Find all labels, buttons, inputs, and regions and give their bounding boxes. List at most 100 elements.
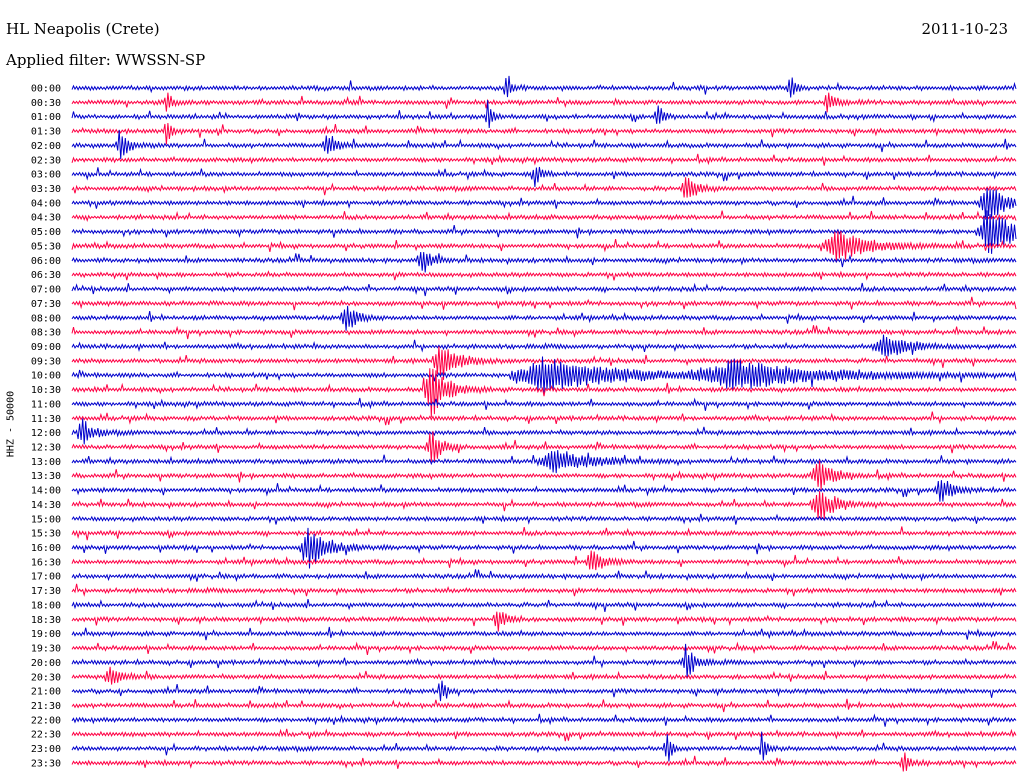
trace-line bbox=[71, 583, 1017, 597]
trace-line bbox=[71, 643, 1017, 678]
trace-line bbox=[71, 666, 1017, 685]
tick-label: 00:30 bbox=[31, 98, 61, 109]
trace-line bbox=[71, 713, 1017, 727]
trace-line bbox=[71, 626, 1017, 641]
trace-line bbox=[71, 598, 1017, 612]
tick-label: 10:00 bbox=[31, 371, 61, 382]
tick-label: 02:00 bbox=[31, 141, 61, 152]
trace-line bbox=[71, 731, 1017, 762]
tick-label: 17:00 bbox=[31, 572, 61, 583]
tick-label: 20:30 bbox=[31, 672, 61, 683]
tick-label: 21:30 bbox=[31, 701, 61, 712]
tick-label: 18:00 bbox=[31, 600, 61, 611]
tick-label: 20:00 bbox=[31, 658, 61, 669]
tick-label: 09:30 bbox=[31, 356, 61, 367]
trace-line bbox=[71, 122, 1017, 145]
tick-label: 05:00 bbox=[31, 227, 61, 238]
trace-line bbox=[71, 210, 1017, 222]
tick-label: 22:30 bbox=[31, 730, 61, 741]
tick-label: 16:30 bbox=[31, 557, 61, 568]
trace-line bbox=[71, 334, 1017, 357]
tick-label: 09:00 bbox=[31, 342, 61, 353]
tick-label: 19:00 bbox=[31, 629, 61, 640]
trace-line bbox=[71, 569, 1017, 583]
tick-label: 15:00 bbox=[31, 514, 61, 525]
tick-label: 13:00 bbox=[31, 457, 61, 468]
tick-label: 08:30 bbox=[31, 328, 61, 339]
trace-line bbox=[71, 460, 1017, 490]
tick-label: 02:30 bbox=[31, 155, 61, 166]
trace-line bbox=[71, 270, 1017, 281]
date-label: 2011-10-23 bbox=[921, 20, 1008, 38]
tick-label: 04:00 bbox=[31, 198, 61, 209]
trace-line bbox=[71, 99, 1017, 129]
trace-line bbox=[71, 187, 1017, 220]
trace-line bbox=[71, 480, 1017, 502]
tick-label: 11:30 bbox=[31, 414, 61, 425]
trace-line bbox=[71, 611, 1017, 632]
trace-line bbox=[71, 640, 1017, 655]
tick-label: 01:00 bbox=[31, 112, 61, 123]
tick-label: 23:30 bbox=[31, 758, 61, 769]
tick-label: 13:30 bbox=[31, 471, 61, 482]
trace-line bbox=[71, 450, 1017, 474]
trace-line bbox=[71, 129, 1017, 160]
tick-label: 17:30 bbox=[31, 586, 61, 597]
trace-line bbox=[71, 166, 1017, 187]
tick-label: 12:30 bbox=[31, 443, 61, 454]
trace-line bbox=[71, 368, 1017, 418]
trace-line bbox=[71, 296, 1017, 311]
tick-label: 14:30 bbox=[31, 500, 61, 511]
tick-label: 06:00 bbox=[31, 256, 61, 267]
trace-line bbox=[71, 305, 1017, 331]
trace-line bbox=[71, 550, 1017, 571]
trace-line bbox=[71, 491, 1017, 520]
tick-label: 21:00 bbox=[31, 687, 61, 698]
tick-label: 07:30 bbox=[31, 299, 61, 310]
tick-label: 15:30 bbox=[31, 529, 61, 540]
tick-label: 07:00 bbox=[31, 285, 61, 296]
trace-line bbox=[71, 282, 1017, 297]
tick-label: 22:00 bbox=[31, 715, 61, 726]
tick-label: 14:00 bbox=[31, 486, 61, 497]
tick-label: 00:00 bbox=[31, 84, 61, 95]
trace-line bbox=[71, 177, 1017, 198]
tick-label: 04:30 bbox=[31, 213, 61, 224]
trace-line bbox=[71, 513, 1017, 525]
tick-label: 18:30 bbox=[31, 615, 61, 626]
trace-line bbox=[71, 325, 1017, 340]
filter-label: Applied filter: WWSSN-SP bbox=[6, 51, 206, 69]
trace-line bbox=[71, 230, 1017, 263]
trace-line bbox=[71, 418, 1017, 445]
trace-line bbox=[71, 397, 1017, 411]
trace-line bbox=[71, 210, 1017, 254]
tick-label: 11:00 bbox=[31, 399, 61, 410]
tick-label: 16:00 bbox=[31, 543, 61, 554]
tick-label: 19:30 bbox=[31, 644, 61, 655]
station-title: HL Neapolis (Crete) bbox=[6, 20, 160, 38]
tick-label: 23:00 bbox=[31, 744, 61, 755]
tick-label: 03:30 bbox=[31, 184, 61, 195]
tick-label: 08:00 bbox=[31, 313, 61, 324]
trace-line bbox=[71, 752, 1017, 772]
tick-label: 06:30 bbox=[31, 270, 61, 281]
tick-label: 12:00 bbox=[31, 428, 61, 439]
trace-line bbox=[71, 411, 1017, 426]
trace-line bbox=[71, 526, 1017, 541]
trace-line bbox=[71, 680, 1017, 702]
trace-line bbox=[71, 698, 1017, 713]
trace-line bbox=[71, 527, 1017, 569]
trace-line bbox=[71, 153, 1017, 166]
tick-label: 03:00 bbox=[31, 170, 61, 181]
tick-label: 01:30 bbox=[31, 127, 61, 138]
trace-line bbox=[71, 252, 1017, 273]
trace-line bbox=[71, 92, 1017, 113]
trace-line bbox=[71, 356, 1017, 393]
trace-line bbox=[71, 431, 1017, 463]
trace-line bbox=[71, 346, 1017, 380]
tick-label: 05:30 bbox=[31, 241, 61, 252]
trace-line bbox=[71, 75, 1017, 98]
trace-line bbox=[71, 728, 1017, 742]
tick-label: 10:30 bbox=[31, 385, 61, 396]
